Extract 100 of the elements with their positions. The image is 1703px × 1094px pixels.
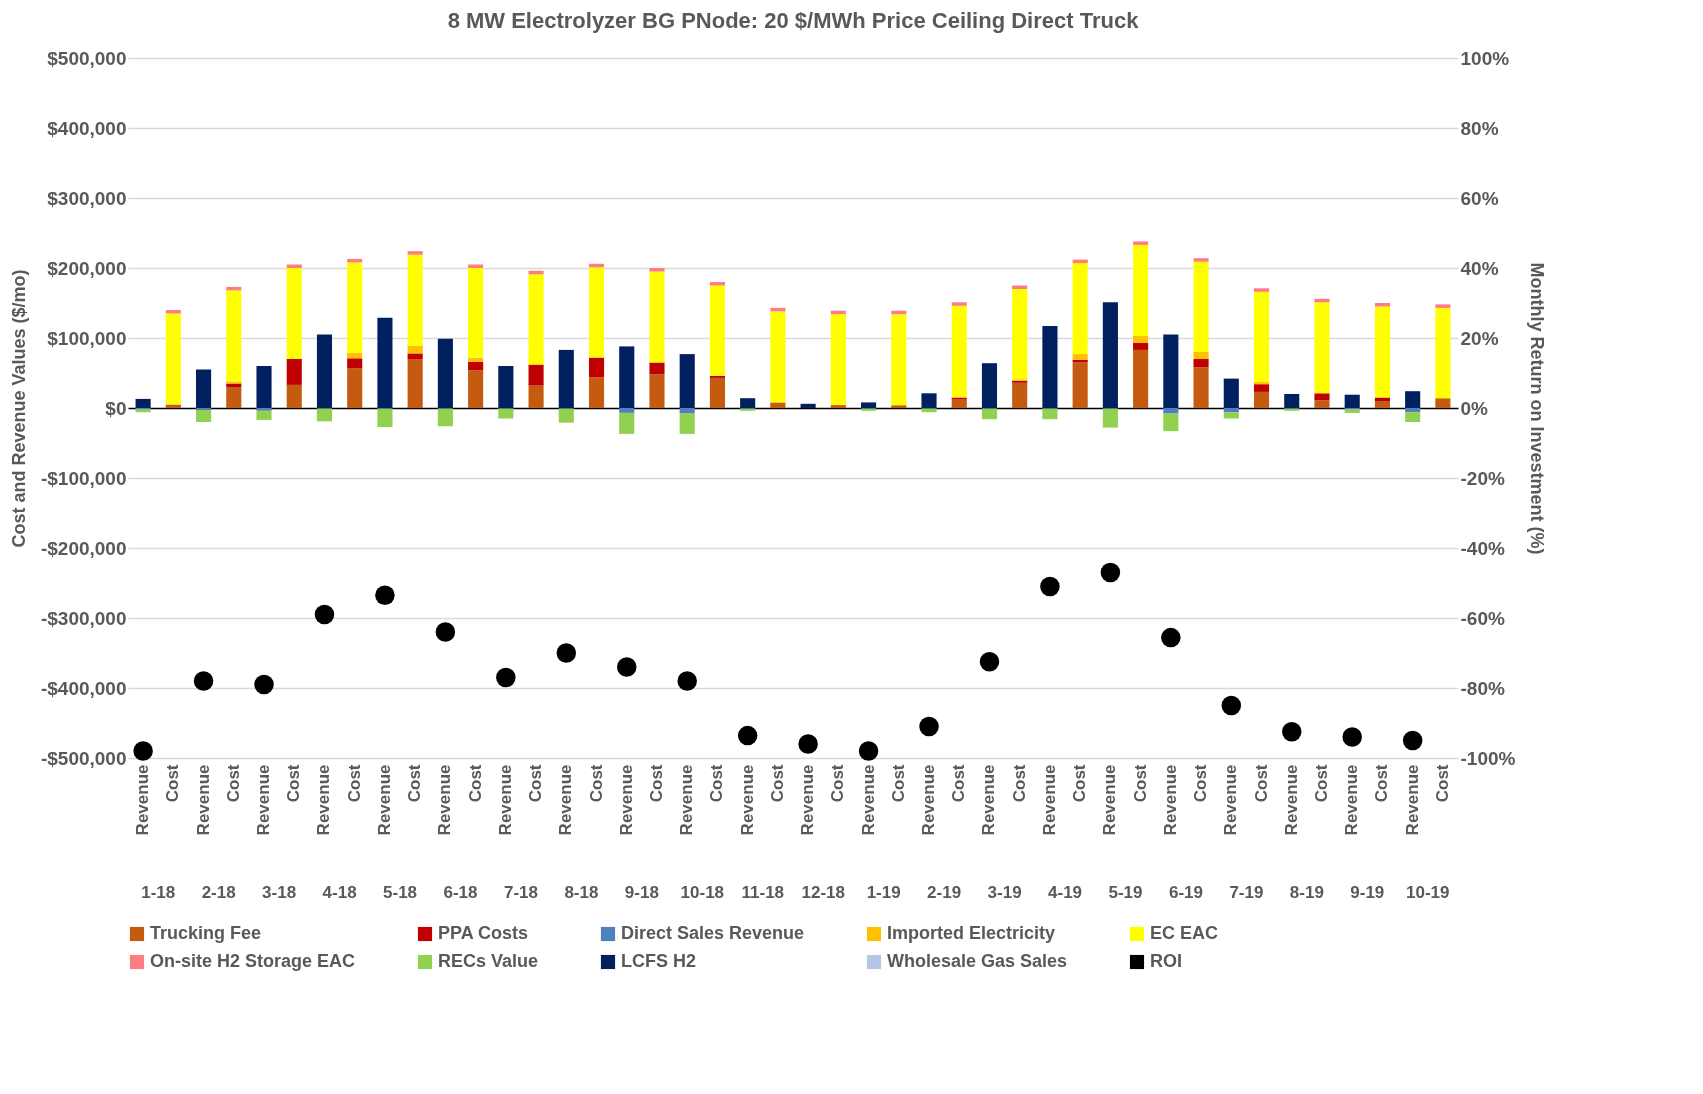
y2-tick-label: -80% xyxy=(1460,677,1505,699)
y-tick-label: $300,000 xyxy=(47,187,127,209)
x-tick-label: Cost xyxy=(888,764,908,803)
y-tick-label: $0 xyxy=(105,397,127,419)
x-tick-label: Cost xyxy=(1070,764,1090,803)
x-tick-label: Revenue xyxy=(919,764,939,836)
x-tick-label: Revenue xyxy=(374,764,394,836)
y-tick-label: $400,000 xyxy=(47,117,127,139)
x-tick-label: Cost xyxy=(1372,764,1392,803)
legend-label: Direct Sales Revenue xyxy=(621,923,805,943)
text: 10-19 xyxy=(1406,883,1450,902)
x-tick-label: Cost xyxy=(1311,764,1331,803)
text: 9-18 xyxy=(624,883,659,902)
x-tick-label: Revenue xyxy=(858,764,878,836)
text: 1-19 xyxy=(866,883,901,902)
y2-tick-label: -20% xyxy=(1460,467,1505,489)
y-tick-label: $100,000 xyxy=(47,327,127,349)
text: 6-19 xyxy=(1168,883,1203,902)
x-tick-label: Revenue xyxy=(435,764,455,836)
legend-label: ROI xyxy=(1150,951,1183,971)
y-axis-title: Cost and Revenue Values ($/mo) xyxy=(8,269,29,548)
y2-tick-label: 80% xyxy=(1460,117,1499,139)
x-tick-label: Cost xyxy=(465,764,485,803)
y2-tick-label: -60% xyxy=(1460,607,1505,629)
x-tick-label: Revenue xyxy=(979,764,999,836)
x-tick-label: Cost xyxy=(405,764,425,803)
x-tick-label: Cost xyxy=(1130,764,1150,803)
x-tick-label: Revenue xyxy=(616,764,636,836)
legend-label: Imported Electricity xyxy=(887,923,1056,943)
text: 10-18 xyxy=(680,883,725,902)
x-tick-label: Revenue xyxy=(677,764,697,836)
y2-tick-label: 40% xyxy=(1460,257,1499,279)
y2-tick-label: 100% xyxy=(1460,47,1510,69)
x-tick-label: Cost xyxy=(1191,764,1211,803)
text: 7-18 xyxy=(503,883,538,902)
x-tick-label: Cost xyxy=(707,764,727,803)
x-tick-label: Revenue xyxy=(1100,764,1120,836)
x-tick-label: Cost xyxy=(1251,764,1271,803)
x-tick-label: Revenue xyxy=(495,764,515,836)
text: 12-18 xyxy=(801,883,845,902)
text: 2-19 xyxy=(927,883,962,902)
text: 3-19 xyxy=(987,883,1022,902)
x-tick-label: Revenue xyxy=(193,764,213,836)
y2-tick-label: 0% xyxy=(1460,397,1489,419)
x-tick-label: Revenue xyxy=(798,764,818,836)
x-tick-label: Cost xyxy=(828,764,848,803)
text: 8-18 xyxy=(564,883,599,902)
x-tick-label: Cost xyxy=(284,764,304,803)
text: 3-18 xyxy=(262,883,297,902)
legend-label: LCFS H2 xyxy=(621,951,697,971)
y2-tick-label: 20% xyxy=(1460,327,1499,349)
x-tick-label: Revenue xyxy=(133,764,153,836)
x-tick-label: Cost xyxy=(526,764,546,803)
x-tick-label: Revenue xyxy=(1342,764,1362,836)
text: 5-18 xyxy=(383,883,418,902)
text: 11-18 xyxy=(741,883,785,902)
legend-label: Wholesale Gas Sales xyxy=(887,951,1068,971)
y2-tick-label: -40% xyxy=(1460,537,1505,559)
x-tick-label: Revenue xyxy=(1281,764,1301,836)
x-tick-label: Revenue xyxy=(1160,764,1180,836)
y-tick-label: $200,000 xyxy=(47,257,127,279)
x-tick-label: Revenue xyxy=(737,764,757,836)
y-tick-label: -$500,000 xyxy=(40,747,127,769)
text: 8-19 xyxy=(1289,883,1324,902)
text: 4-18 xyxy=(322,883,357,902)
y-tick-label: -$400,000 xyxy=(40,677,127,699)
legend-label: RECs Value xyxy=(438,951,539,971)
x-tick-label: Cost xyxy=(646,764,666,803)
text: 1-18 xyxy=(141,883,176,902)
x-tick-label: Revenue xyxy=(1402,764,1422,836)
y2-axis-title: Monthly Return on Investment (%) xyxy=(1527,262,1548,555)
x-tick-label: Cost xyxy=(223,764,243,803)
x-tick-label: Cost xyxy=(344,764,364,803)
x-tick-label: Revenue xyxy=(1221,764,1241,836)
legend-label: On-site H2 Storage EAC xyxy=(150,951,356,971)
text: 9-19 xyxy=(1350,883,1385,902)
x-tick-label: Revenue xyxy=(556,764,576,836)
x-tick-label: Revenue xyxy=(314,764,334,836)
x-tick-label: Revenue xyxy=(1039,764,1059,836)
y-tick-label: -$100,000 xyxy=(40,467,127,489)
y2-tick-label: -100% xyxy=(1460,747,1516,769)
x-tick-label: Cost xyxy=(163,764,183,803)
x-tick-label: Cost xyxy=(1009,764,1029,803)
chart-title: 8 MW Electrolyzer BG PNode: 20 $/MWh Price Ceiling Direct Truck xyxy=(447,8,1140,33)
text: 5-19 xyxy=(1108,883,1143,902)
y-tick-label: -$200,000 xyxy=(40,537,127,559)
y2-tick-label: 60% xyxy=(1460,187,1499,209)
legend-label: PPA Costs xyxy=(438,923,529,943)
text: 2-18 xyxy=(201,883,236,902)
legend-label: EC EAC xyxy=(1150,923,1219,943)
text: 6-18 xyxy=(443,883,478,902)
x-tick-label: Cost xyxy=(1432,764,1452,803)
x-tick-label: Cost xyxy=(949,764,969,803)
text: 4-19 xyxy=(1048,883,1083,902)
text: 7-19 xyxy=(1229,883,1264,902)
legend-label: Trucking Fee xyxy=(150,923,262,943)
y-tick-label: -$300,000 xyxy=(40,607,127,629)
x-tick-label: Cost xyxy=(767,764,787,803)
y-tick-label: $500,000 xyxy=(47,47,127,69)
x-tick-label: Revenue xyxy=(254,764,274,836)
